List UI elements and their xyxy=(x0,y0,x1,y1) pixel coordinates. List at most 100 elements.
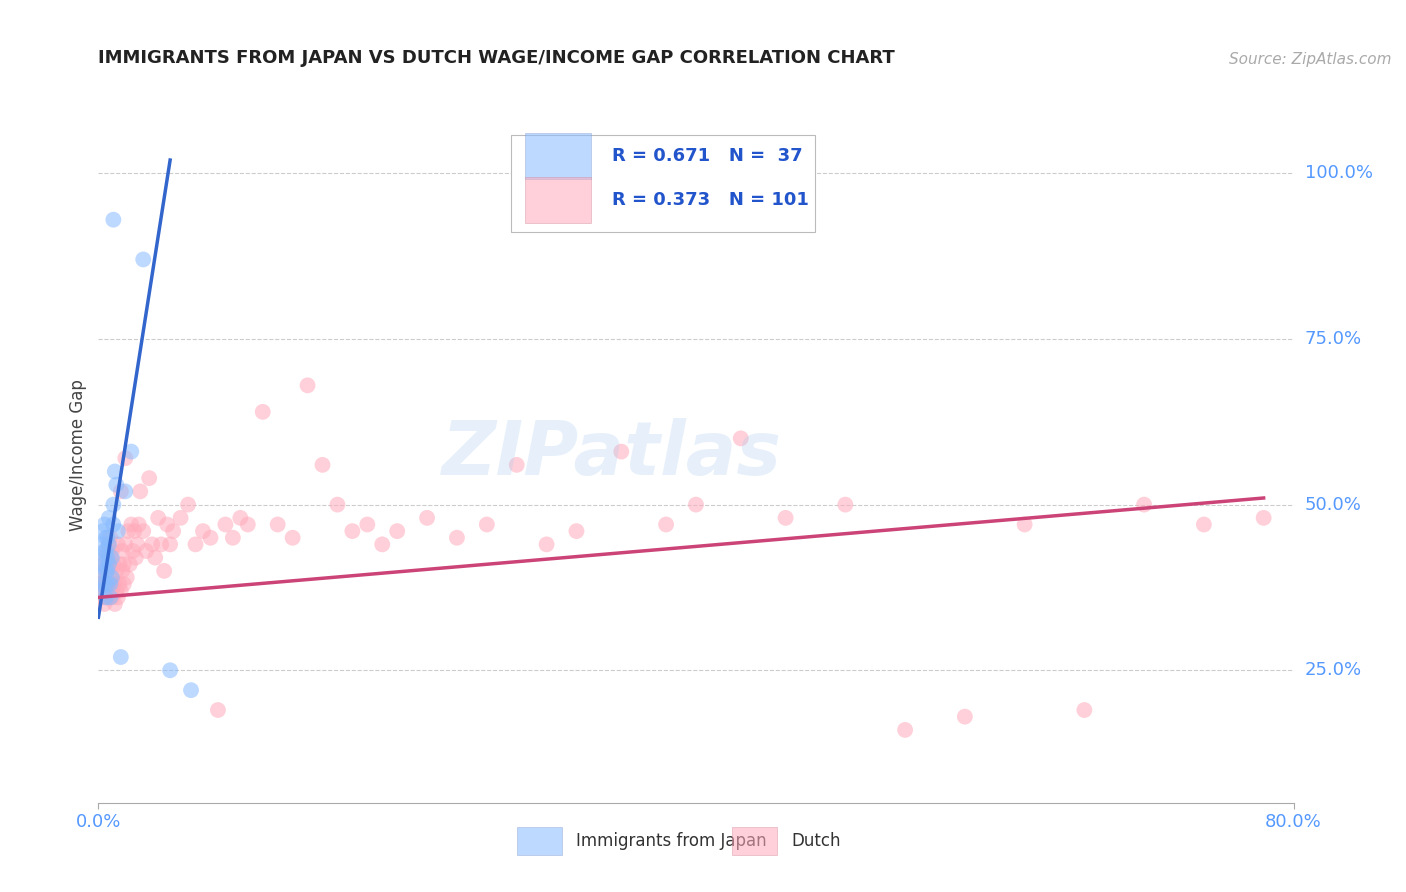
Point xyxy=(97,577,120,591)
Text: R = 0.671   N =  37: R = 0.671 N = 37 xyxy=(612,147,803,165)
Point xyxy=(326,498,349,512)
Point xyxy=(107,591,129,605)
Point xyxy=(90,564,112,578)
Point xyxy=(107,537,129,551)
Point xyxy=(252,405,274,419)
Point xyxy=(148,511,170,525)
Point xyxy=(96,564,118,578)
Point xyxy=(156,517,179,532)
Point xyxy=(214,517,236,532)
Point xyxy=(121,544,143,558)
Point xyxy=(94,570,117,584)
Point xyxy=(93,558,115,572)
Point xyxy=(1014,517,1036,532)
Point xyxy=(143,550,166,565)
Point xyxy=(159,537,181,551)
Point xyxy=(93,550,115,565)
Point xyxy=(120,517,142,532)
Point xyxy=(91,558,114,572)
Point xyxy=(104,577,127,591)
Point xyxy=(93,577,115,591)
Point xyxy=(96,544,118,558)
Point xyxy=(153,564,176,578)
Point xyxy=(97,511,120,525)
Point xyxy=(127,537,149,551)
Point xyxy=(132,524,155,538)
Point xyxy=(89,577,111,591)
Point xyxy=(565,524,588,538)
Point xyxy=(114,484,136,499)
Point xyxy=(267,517,290,532)
Point xyxy=(775,511,797,525)
Point xyxy=(96,550,118,565)
Text: 75.0%: 75.0% xyxy=(1305,330,1362,348)
Point xyxy=(101,544,124,558)
Point xyxy=(94,531,117,545)
Point xyxy=(97,591,120,605)
FancyBboxPatch shape xyxy=(510,135,815,232)
Point xyxy=(222,531,245,545)
Point xyxy=(105,583,128,598)
Point xyxy=(112,577,135,591)
Point xyxy=(103,577,125,591)
Point xyxy=(834,498,856,512)
Point xyxy=(94,564,117,578)
Point xyxy=(446,531,468,545)
Point xyxy=(297,378,319,392)
Point xyxy=(132,252,155,267)
Point xyxy=(1192,517,1215,532)
Point xyxy=(94,550,117,565)
Point xyxy=(128,517,150,532)
Point xyxy=(229,511,252,525)
Point xyxy=(150,537,173,551)
Point xyxy=(105,477,128,491)
Point xyxy=(93,597,115,611)
Point xyxy=(730,431,752,445)
Point xyxy=(200,531,222,545)
Point xyxy=(96,564,118,578)
Point xyxy=(101,570,124,584)
Text: Dutch: Dutch xyxy=(792,832,841,850)
Point xyxy=(506,458,529,472)
Point xyxy=(138,471,160,485)
Point xyxy=(124,524,146,538)
Point xyxy=(98,550,122,565)
Point xyxy=(135,544,157,558)
Point xyxy=(162,524,184,538)
Point xyxy=(97,558,120,572)
Point xyxy=(108,577,131,591)
Point xyxy=(96,531,118,545)
Point xyxy=(103,558,125,572)
Point xyxy=(90,577,112,591)
Point xyxy=(191,524,214,538)
FancyBboxPatch shape xyxy=(733,827,778,855)
Point xyxy=(110,583,132,598)
Point xyxy=(281,531,304,545)
Point xyxy=(685,498,707,512)
Text: 100.0%: 100.0% xyxy=(1305,164,1372,182)
Point xyxy=(141,537,163,551)
Point xyxy=(107,524,129,538)
Point xyxy=(103,517,125,532)
Point xyxy=(184,537,207,551)
Text: Immigrants from Japan: Immigrants from Japan xyxy=(576,832,768,850)
Point xyxy=(110,650,132,665)
Text: IMMIGRANTS FROM JAPAN VS DUTCH WAGE/INCOME GAP CORRELATION CHART: IMMIGRANTS FROM JAPAN VS DUTCH WAGE/INCO… xyxy=(98,49,896,67)
Point xyxy=(159,663,181,677)
Point xyxy=(311,458,333,472)
Point xyxy=(97,537,120,551)
Text: 25.0%: 25.0% xyxy=(1305,661,1362,680)
Point xyxy=(385,524,409,538)
Point xyxy=(108,558,131,572)
Point xyxy=(91,583,114,598)
Text: R = 0.373   N = 101: R = 0.373 N = 101 xyxy=(612,191,810,209)
Point xyxy=(371,537,394,551)
Point xyxy=(93,544,115,558)
Point xyxy=(475,517,498,532)
Point xyxy=(104,465,127,479)
Point xyxy=(96,583,118,598)
Point xyxy=(129,484,152,499)
Point xyxy=(1133,498,1156,512)
Point xyxy=(98,531,122,545)
Point xyxy=(98,577,122,591)
